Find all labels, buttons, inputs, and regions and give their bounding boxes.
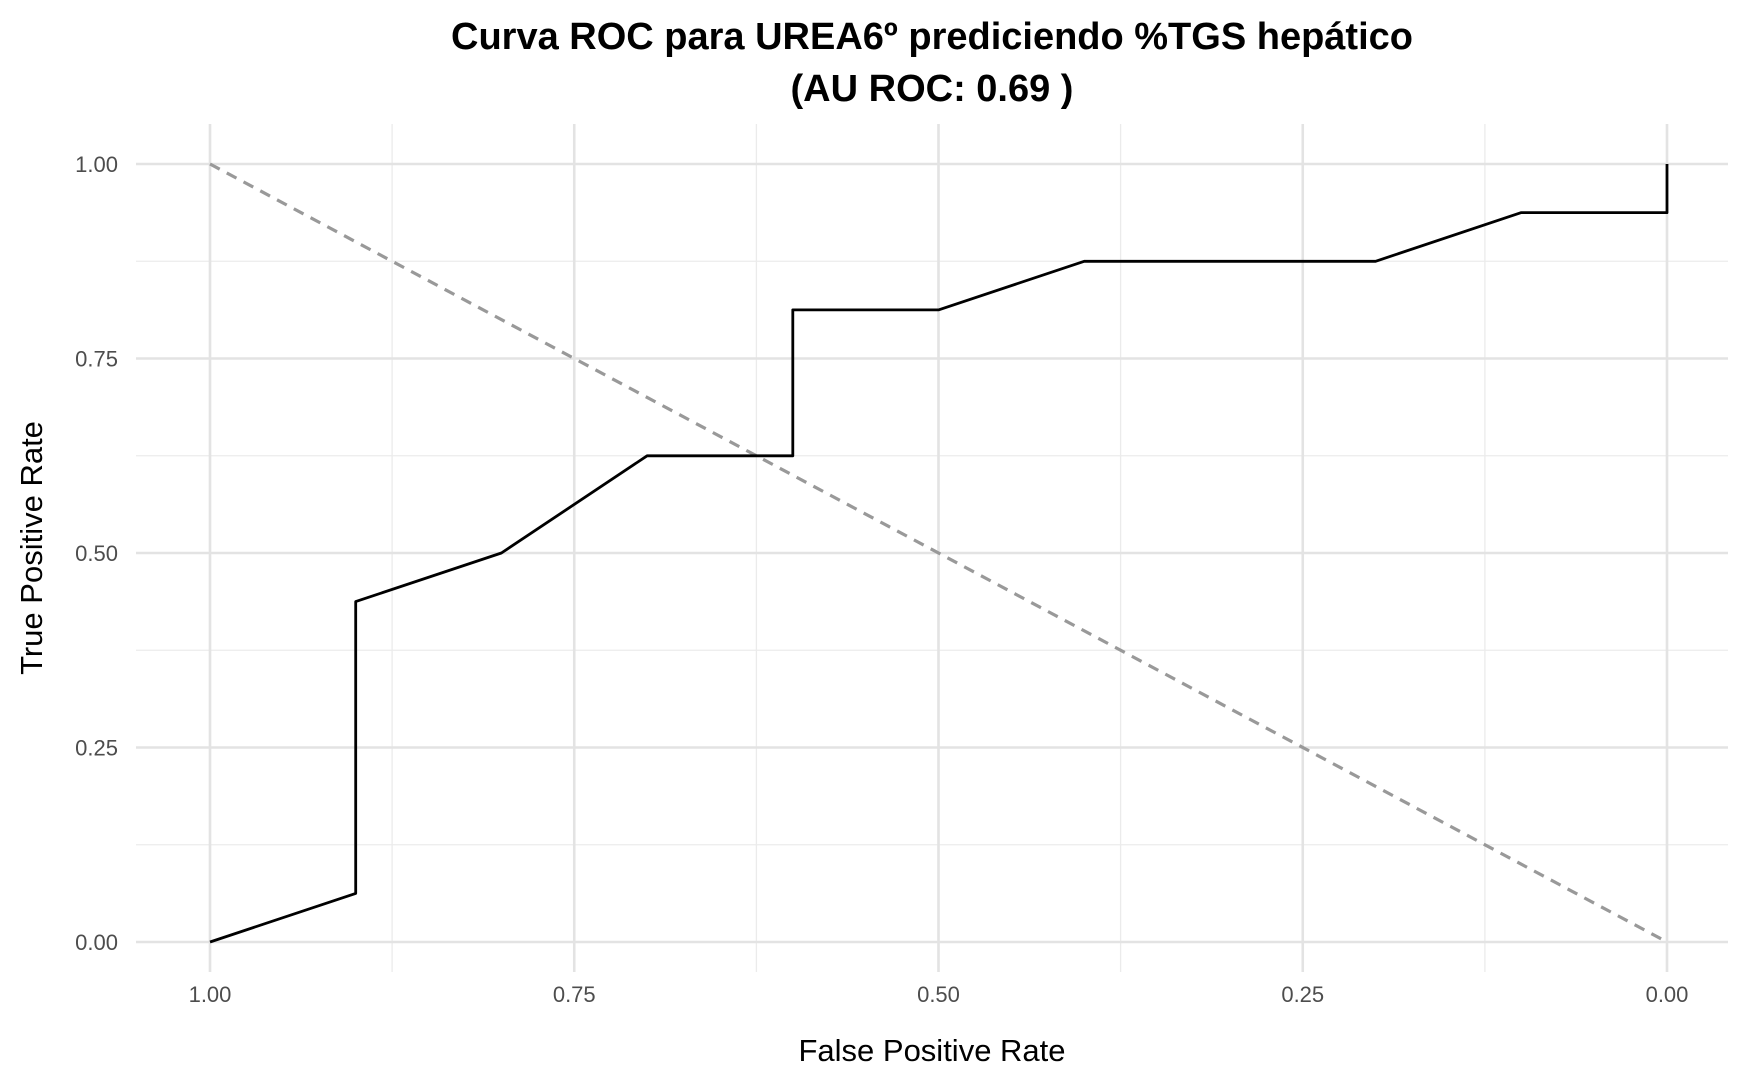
y-tick-labels: 0.00 0.25 0.50 0.75 1.00 bbox=[75, 152, 118, 955]
y-tick-label: 0.50 bbox=[75, 541, 118, 566]
y-tick-label: 0.75 bbox=[75, 347, 118, 372]
x-axis-label: False Positive Rate bbox=[798, 1033, 1065, 1068]
x-tick-label: 0.00 bbox=[1646, 982, 1689, 1007]
grid-major bbox=[136, 124, 1728, 972]
x-tick-label: 1.00 bbox=[189, 982, 232, 1007]
y-tick-label: 1.00 bbox=[75, 152, 118, 177]
y-tick-label: 0.25 bbox=[75, 736, 118, 761]
chart-title: Curva ROC para UREA6º prediciendo %TGS h… bbox=[451, 16, 1413, 58]
grid-minor bbox=[136, 124, 1728, 972]
reference-diagonal-line bbox=[209, 162, 1668, 944]
y-axis-label: True Positive Rate bbox=[14, 421, 49, 675]
x-tick-label: 0.75 bbox=[553, 982, 596, 1007]
x-tick-labels: 1.00 0.75 0.50 0.25 0.00 bbox=[189, 982, 1689, 1007]
chart-subtitle: (AU ROC: 0.69 ) bbox=[791, 68, 1074, 110]
series-layer bbox=[209, 162, 1669, 944]
y-tick-label: 0.00 bbox=[75, 930, 118, 955]
x-tick-label: 0.50 bbox=[917, 982, 960, 1007]
roc-curve-line bbox=[209, 164, 1669, 944]
x-tick-label: 0.25 bbox=[1281, 982, 1324, 1007]
